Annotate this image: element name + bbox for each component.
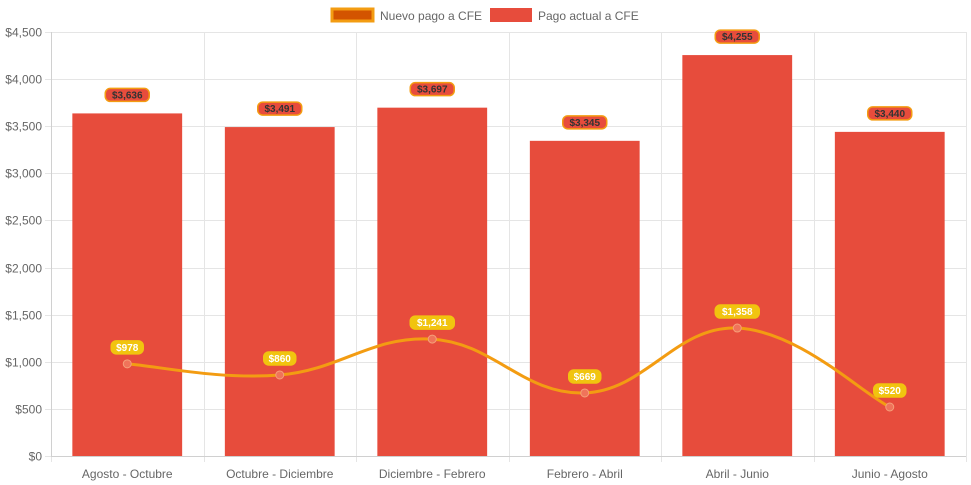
x-tick-label: Febrero - Abril [547,467,623,481]
bar-data-label-text: $3,697 [417,85,448,96]
data-labels: $3,636 $3,491 $3,697 $3,345 $4,255 $3,440 $978… [104,29,913,398]
y-tick-label: $4,000 [5,73,42,87]
bar-data-label-box [104,87,150,103]
series-line [127,326,891,409]
line-data-label-box [873,383,907,398]
legend[interactable]: Nuevo pago a CFE Pago actual a CFE [330,7,639,23]
bar [377,107,488,456]
legend-label-bar: Pago actual a CFE [538,9,639,23]
line-data-label-text: $1,358 [722,307,753,318]
bar-data-label-text: $3,440 [874,109,905,120]
bar-data-label-text: $3,491 [264,104,295,115]
line-data-label-box [110,340,144,355]
y-tick-label: $2,000 [5,262,42,276]
bar-data-label-box [257,101,303,116]
legend-item-nuevo-pago[interactable]: Nuevo pago a CFE [330,7,482,23]
grid [45,32,967,462]
bar-data-label: $3,345 [562,115,608,130]
line-point [732,323,742,333]
line-point [580,388,590,398]
bar-data-label-box [867,106,913,121]
y-tick-label: $1,000 [5,356,42,370]
line-data-label-box [714,304,760,319]
bar-data-label-box [409,81,455,97]
line-data-label-text: $520 [879,386,902,397]
line-data-label: $669 [568,369,602,384]
line-point [122,359,132,369]
bar [834,131,945,456]
line-data-label: $860 [263,351,297,366]
y-tick-label: $4,500 [5,26,42,40]
line-data-label-text: $669 [574,372,597,383]
legend-item-pago-actual[interactable]: Pago actual a CFE [490,8,639,23]
bar-data-label-box [714,29,760,44]
bar [72,113,183,457]
bar-data-label-text: $3,636 [112,90,143,101]
axes: $0 $500 $1,000 $1,500 $2,000 $2,500 $3,000 $3,5… [5,26,966,481]
y-tick-label: $0 [29,450,43,464]
line-data-label: $520 [873,383,907,398]
bar [529,140,640,456]
line-data-label-text: $978 [116,343,139,354]
bar-series [72,55,945,457]
line-point [275,370,285,380]
bar-data-label-box [562,115,608,130]
line-point [427,334,437,344]
x-tick-label: Junio - Agosto [852,467,928,481]
y-tick-label: $3,000 [5,167,42,181]
y-tick-label: $500 [15,403,42,417]
bar-data-label: $3,636 [104,87,150,103]
line-series [122,323,895,412]
legend-swatch-bar [490,8,532,22]
line-data-label-box [263,351,297,366]
x-tick-label: Agosto - Octubre [82,467,173,481]
bar-data-label: $3,697 [409,81,455,97]
y-tick-label: $2,500 [5,214,42,228]
bar [682,55,793,457]
line-data-label: $978 [110,340,144,355]
line-data-label-text: $1,241 [417,318,448,329]
line-data-label-box [568,369,602,384]
x-tick-label: Diciembre - Febrero [379,467,486,481]
bar-data-label-text: $3,345 [569,118,600,129]
bar-data-label: $3,491 [257,101,303,116]
line-data-label: $1,241 [409,315,455,330]
bar-data-label: $3,440 [867,106,913,121]
x-tick-label: Octubre - Diciembre [226,467,334,481]
x-tick-label: Abril - Junio [706,467,770,481]
bar-data-label: $4,255 [714,29,760,44]
legend-label-line: Nuevo pago a CFE [380,9,482,23]
line-data-label-box [409,315,455,330]
y-tick-label: $3,500 [5,120,42,134]
bar-data-label-text: $4,255 [722,32,753,43]
bar [224,127,335,456]
legend-swatch-line [330,7,375,23]
line-point [885,402,895,412]
y-tick-label: $1,500 [5,309,42,323]
line-data-label: $1,358 [714,304,760,319]
line-data-label-text: $860 [269,354,292,365]
